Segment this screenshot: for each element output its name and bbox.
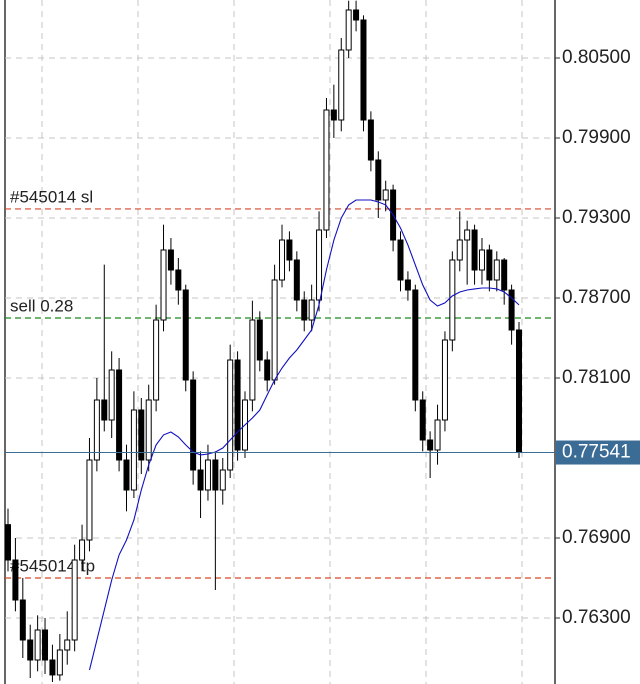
candle-body xyxy=(256,319,263,361)
candle-body xyxy=(204,459,211,491)
last-price-box xyxy=(556,440,640,465)
candle-body xyxy=(79,539,86,561)
y-tick-label: 0.76300 xyxy=(562,607,631,628)
candle-body xyxy=(404,279,411,291)
last-price-label: 0.77541 xyxy=(562,442,631,463)
candle-body xyxy=(197,469,204,491)
candle-body xyxy=(49,659,56,676)
candle-body xyxy=(219,469,226,491)
candle-body xyxy=(360,19,367,121)
candle-body xyxy=(227,359,234,471)
candle-body xyxy=(212,459,219,491)
candle-body xyxy=(338,49,345,121)
candle-body xyxy=(382,189,389,201)
candle-body xyxy=(93,399,100,461)
candle-body xyxy=(508,289,515,331)
candle-body xyxy=(153,319,160,401)
candle-body xyxy=(34,629,41,661)
y-tick-label: 0.80500 xyxy=(562,47,631,68)
moving-average-line xyxy=(88,199,520,671)
candle-body xyxy=(464,229,471,241)
candle-body xyxy=(419,399,426,441)
candle-body xyxy=(71,559,78,641)
candle-body xyxy=(182,289,189,381)
order-label: #545014 sl xyxy=(10,187,93,206)
candle-body xyxy=(19,599,26,641)
candle-body xyxy=(116,369,123,461)
candle-body xyxy=(145,399,152,461)
candle-body xyxy=(286,239,293,261)
candle-body xyxy=(427,439,434,451)
candle-body xyxy=(160,249,167,321)
candle-body xyxy=(293,259,300,301)
y-tick-label: 0.76900 xyxy=(562,527,631,548)
candle-body xyxy=(449,259,456,341)
candle-body xyxy=(501,259,508,291)
candle-body xyxy=(249,319,256,401)
candle-body xyxy=(367,119,374,161)
candle-body xyxy=(316,229,323,301)
order-label: sell 0.28 xyxy=(10,296,73,315)
candle-body xyxy=(412,289,419,401)
candle-body xyxy=(301,299,308,321)
candle-body xyxy=(441,339,448,421)
candle-body xyxy=(190,379,197,471)
candle-body xyxy=(5,524,11,561)
candle-body xyxy=(516,329,522,454)
candle-body xyxy=(397,239,404,281)
y-tick-label: 0.78100 xyxy=(562,367,631,388)
candle-body xyxy=(234,359,241,451)
candle-body xyxy=(175,269,182,291)
candle-body xyxy=(56,649,63,676)
candle-body xyxy=(330,109,337,121)
y-tick-label: 0.79900 xyxy=(562,127,631,148)
candle-body xyxy=(42,629,49,661)
candle-body xyxy=(478,249,485,271)
candle-body xyxy=(12,559,19,601)
candle-body xyxy=(108,369,115,421)
candle-body xyxy=(123,459,130,491)
candle-body xyxy=(264,359,271,381)
candle-body xyxy=(493,259,500,281)
candle-body xyxy=(167,249,174,271)
candle-body xyxy=(27,639,34,661)
candle-body xyxy=(130,409,137,491)
candle-body xyxy=(456,239,463,261)
candle-body xyxy=(434,419,441,451)
y-tick-label: 0.79300 xyxy=(562,207,631,228)
candle-body xyxy=(308,299,315,321)
candle-body xyxy=(375,159,382,201)
candle-body xyxy=(86,459,93,541)
candle-body xyxy=(323,109,330,231)
candle-body xyxy=(486,249,493,281)
candle-body xyxy=(271,279,278,381)
candle-body xyxy=(471,229,478,271)
candle-body xyxy=(138,409,145,461)
candle-body xyxy=(101,399,108,421)
y-tick-label: 0.78700 xyxy=(562,287,631,308)
candle-body xyxy=(279,239,286,281)
candle-body xyxy=(353,9,360,21)
candle-body xyxy=(345,9,352,51)
candle-body xyxy=(64,639,71,651)
